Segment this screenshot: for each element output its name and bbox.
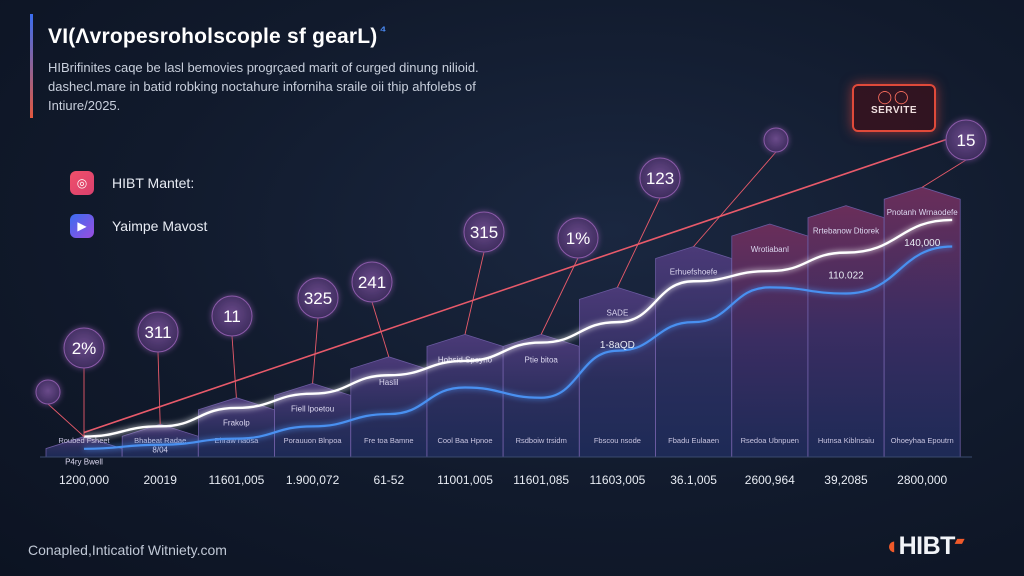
bar-top-label-8: Erhuefshoefe <box>670 267 718 276</box>
bar-bottom-label-7: Fbscou nsode <box>594 436 641 445</box>
callout-label-4: 325 <box>304 289 332 308</box>
callout-bubble-9 <box>763 127 789 153</box>
callout-bubble-10 <box>945 119 987 161</box>
bar-top-label-4: Haslil <box>379 378 399 387</box>
chart-title-text: VI(Λvropesroholscople sf gearL) <box>48 25 378 48</box>
bar-top-label-9: Wrotiabanl <box>751 245 789 254</box>
bar-bottom-label-5: Cool Baa Hpnoe <box>437 436 492 445</box>
legend-label-market: HIBT Mantet: <box>112 175 195 191</box>
bar-top-label-11: Pnotanh Wrnaodefe <box>887 208 959 217</box>
circle-logo-icon: ◎ <box>70 171 94 195</box>
x-tick-label-0: 1200,000 <box>59 473 109 487</box>
bar-bottom-label-0: Roubed Fsheet <box>58 436 110 445</box>
chart-subtitle: HIBrifinites caqe be lasl bemovies progr… <box>48 60 479 113</box>
legend-label-volume: Yaimpe Mavost <box>112 218 208 234</box>
x-tick-label-1: 20019 <box>144 473 178 487</box>
callout-leader-0 <box>47 403 85 437</box>
logo-text: HIBT <box>898 532 956 560</box>
x-tick-label-6: 11601,085 <box>513 473 569 487</box>
x-tick-label-9: 2600,964 <box>745 473 795 487</box>
callout-label-2: 311 <box>144 323 171 342</box>
bar-top-label-3: Fiell lpoetou <box>291 404 334 413</box>
callout-bubble-3 <box>211 295 253 337</box>
callout-label-7: 1% <box>566 229 591 248</box>
badge-label: SERVITE <box>870 105 918 116</box>
series-line-primary <box>83 218 953 438</box>
logo-mark-icon: ◖ <box>884 532 899 560</box>
bar-top-label-1: 8/04 <box>152 445 168 454</box>
callout-label-8: 123 <box>646 169 674 188</box>
x-tick-label-7: 11603,005 <box>589 473 645 487</box>
value-label-1: 110.022 <box>828 271 864 282</box>
service-badge: ◯◯ SERVITE <box>852 84 936 132</box>
glasses-icon: ◯◯ <box>877 89 911 104</box>
bar-11 <box>883 186 961 458</box>
callout-leader-7 <box>540 257 579 335</box>
callout-leader-2 <box>157 351 161 425</box>
x-tick-label-11: 2800,000 <box>897 473 947 487</box>
x-tick-label-5: 11001,005 <box>437 473 493 487</box>
callout-leader-10 <box>921 159 967 188</box>
bar-top-label-0: P4ry Bwell <box>65 458 103 467</box>
callout-bubble-0 <box>35 379 61 405</box>
bar-bottom-label-11: Ohoeyhaa Epoutrn <box>891 436 954 445</box>
x-tick-label-3: 1.900,072 <box>286 473 340 487</box>
value-label-0: 1-8aQD <box>600 340 635 351</box>
callout-leader-3 <box>231 335 237 398</box>
callout-leader-6 <box>464 251 485 335</box>
series-line-secondary <box>83 245 953 450</box>
value-label-2: 140,000 <box>904 238 941 249</box>
callout-bubble-8 <box>639 157 681 199</box>
bar-top-label-10: Rrtebanow Dtiorek <box>813 227 880 236</box>
bar-bottom-label-6: Rsdboiw trsidm <box>516 436 567 445</box>
callout-bubble-4 <box>297 277 339 319</box>
bar-bottom-label-3: Porauuon Blnpoa <box>284 436 343 445</box>
callout-bubble-7 <box>557 217 599 259</box>
callout-label-1: 2% <box>72 339 97 358</box>
callout-label-10: 15 <box>957 131 976 150</box>
bar-top-label-6: Ptie bitoa <box>525 355 559 364</box>
x-tick-label-10: 39,2085 <box>824 473 868 487</box>
bar-9 <box>731 223 809 458</box>
bar-bottom-label-8: Fbadu Eulaaen <box>668 436 719 445</box>
chart-title: VI(Λvropesroholscople sf gearL) ⁴ <box>48 22 387 49</box>
bar-bottom-label-10: Hutnsa Kiblnsaiu <box>818 436 874 445</box>
x-tick-label-2: 11601,005 <box>208 473 264 487</box>
bar-top-label-2: Frakolp <box>223 419 250 428</box>
flag-icon: ▰ <box>954 533 964 548</box>
callout-bubble-5 <box>351 261 393 303</box>
callout-bubble-1 <box>63 327 105 369</box>
legend-item-market: ◎ HIBT Mantet: <box>70 171 194 195</box>
callout-label-3: 11 <box>223 307 241 326</box>
bar-top-label-7: SADE <box>607 308 629 317</box>
callout-label-5: 241 <box>358 273 386 292</box>
trend-line <box>83 133 963 434</box>
x-tick-label-4: 61-52 <box>373 473 404 487</box>
bar-bottom-label-1: Bhabeat Radae <box>134 436 186 445</box>
title-accent-bar <box>30 14 33 118</box>
legend-item-volume: ▶ Yaimpe Mavost <box>70 214 207 238</box>
callout-leader-4 <box>312 317 319 384</box>
callout-leader-8 <box>616 197 661 288</box>
x-tick-label-8: 36.1,005 <box>670 473 717 487</box>
callout-bubble-2 <box>137 311 179 353</box>
callout-leader-9 <box>693 151 777 247</box>
callout-label-6: 315 <box>470 223 498 242</box>
callout-bubble-6 <box>463 211 505 253</box>
title-mark-icon: ⁴ <box>379 22 387 38</box>
bar-bottom-label-4: Fre toa Bamne <box>364 436 414 445</box>
bar-10 <box>807 205 885 458</box>
footer-credit: Conapled,Inticatiof Witniety.com <box>28 542 227 558</box>
bar-bottom-label-9: Rsedoa Ubnpuen <box>741 436 799 445</box>
hibt-logo: ◖HIBT▰ <box>884 532 964 561</box>
callout-leader-5 <box>371 301 390 357</box>
bar-bottom-label-2: Ehraw haosa <box>215 436 260 445</box>
play-icon: ▶ <box>70 214 94 238</box>
